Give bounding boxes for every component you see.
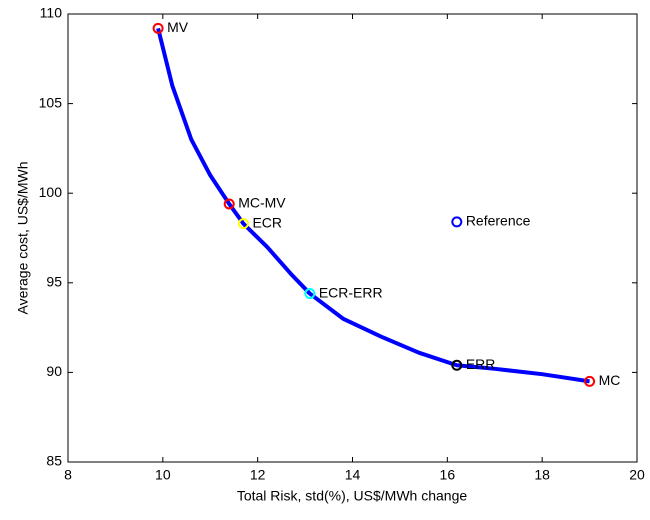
- y-tick-label: 100: [39, 184, 63, 200]
- point-label: ECR: [252, 214, 282, 230]
- point-label: Reference: [466, 213, 531, 229]
- x-tick-label: 8: [64, 467, 72, 483]
- point-label: MC-MV: [238, 195, 286, 211]
- point-label: ECR-ERR: [319, 284, 383, 300]
- y-tick-label: 110: [40, 5, 63, 21]
- y-tick-label: 95: [46, 274, 62, 290]
- y-axis-label: Average cost, US$/MWh: [15, 161, 31, 314]
- x-tick-label: 16: [440, 467, 456, 483]
- y-tick-label: 105: [39, 94, 63, 110]
- point-marker: [304, 288, 316, 300]
- y-tick-label: 85: [46, 453, 62, 469]
- point-label: MV: [167, 19, 189, 35]
- point-label: MC: [599, 372, 621, 388]
- point-marker: [152, 22, 164, 34]
- x-tick-label: 10: [155, 467, 171, 483]
- point-marker: [451, 359, 463, 371]
- y-tick-label: 90: [46, 363, 62, 379]
- x-axis-label: Total Risk, std(%), US$/MWh change: [237, 488, 468, 504]
- plot-frame: [67, 13, 638, 463]
- x-tick-label: 18: [534, 467, 550, 483]
- point-marker: [237, 218, 249, 230]
- x-tick-label: 14: [345, 467, 361, 483]
- point-marker: [584, 375, 596, 387]
- x-tick-label: 12: [250, 467, 266, 483]
- point-marker: [223, 198, 235, 210]
- frontier-line: [156, 27, 590, 384]
- point-label: ERR: [466, 356, 496, 372]
- x-tick-label: 20: [629, 467, 645, 483]
- point-marker: [451, 216, 463, 228]
